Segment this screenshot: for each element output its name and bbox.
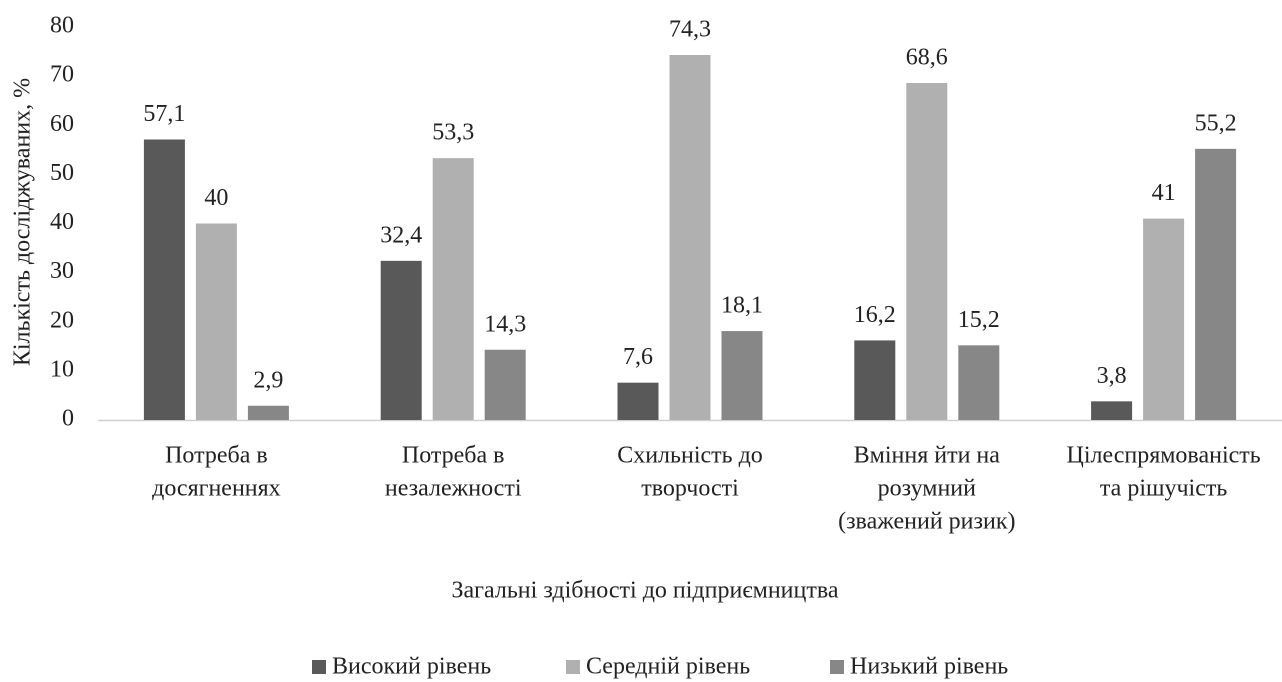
legend-label: Середній рівень	[586, 654, 750, 680]
x-tick-label: досягненнях	[152, 476, 281, 502]
bar	[432, 158, 474, 420]
bar	[247, 405, 289, 420]
data-label: 41	[1152, 180, 1176, 206]
bar	[958, 345, 1000, 420]
legend-label: Високий рівень	[332, 654, 491, 680]
y-tick-label: 60	[50, 111, 74, 137]
y-tick-label: 70	[50, 62, 74, 88]
data-label: 2,9	[253, 367, 283, 393]
x-tick-label: Вміння йти на	[854, 443, 1001, 469]
bar	[1195, 148, 1237, 420]
y-tick-label: 20	[50, 307, 74, 333]
bar	[484, 349, 526, 420]
y-tick-label: 80	[50, 13, 74, 39]
x-tick-label: незалежності	[385, 476, 522, 502]
data-label: 7,6	[623, 344, 653, 370]
x-tick-label: творчості	[641, 476, 739, 502]
y-axis-title: Кількість досліджуваних, %	[10, 78, 36, 366]
x-tick-label: та рішучість	[1100, 476, 1227, 502]
bar	[906, 83, 948, 420]
legend-label: Низький рівень	[850, 654, 1008, 680]
data-label: 74,3	[669, 17, 711, 43]
bar	[617, 382, 659, 420]
legend-swatch	[830, 660, 844, 674]
y-tick-label: 10	[50, 356, 74, 382]
bar	[380, 260, 422, 420]
data-label: 3,8	[1097, 363, 1127, 389]
y-tick-label: 40	[50, 209, 74, 235]
x-tick-label: (зважений ризик)	[838, 509, 1015, 535]
data-label: 57,1	[143, 101, 185, 127]
data-label: 68,6	[906, 45, 948, 71]
data-label: 40	[204, 185, 228, 211]
y-tick-label: 30	[50, 258, 74, 284]
y-tick-label: 50	[50, 160, 74, 186]
bar	[721, 331, 763, 420]
bar	[195, 223, 237, 420]
data-label: 15,2	[958, 307, 1000, 333]
data-label: 32,4	[380, 222, 422, 248]
x-tick-label: Потреба в	[402, 443, 505, 469]
y-tick-label: 0	[62, 406, 74, 432]
legend-swatch	[566, 660, 580, 674]
bar	[143, 139, 185, 420]
bar	[854, 340, 896, 420]
x-tick-label: розумний	[878, 476, 977, 502]
x-tick-label: Цілеспрямованість	[1066, 443, 1260, 469]
data-label: 16,2	[854, 302, 896, 328]
bar	[669, 55, 711, 420]
x-axis-title: Загальні здібності до підприємництва	[452, 578, 839, 604]
data-label: 55,2	[1195, 110, 1237, 136]
data-label: 18,1	[721, 293, 763, 319]
data-label: 53,3	[432, 120, 474, 146]
data-label: 14,3	[484, 311, 526, 337]
bar	[1143, 218, 1185, 420]
legend-swatch	[312, 660, 326, 674]
x-tick-label: Потреба в	[165, 443, 268, 469]
bar	[1091, 401, 1133, 420]
x-tick-label: Схильність до	[617, 443, 763, 469]
